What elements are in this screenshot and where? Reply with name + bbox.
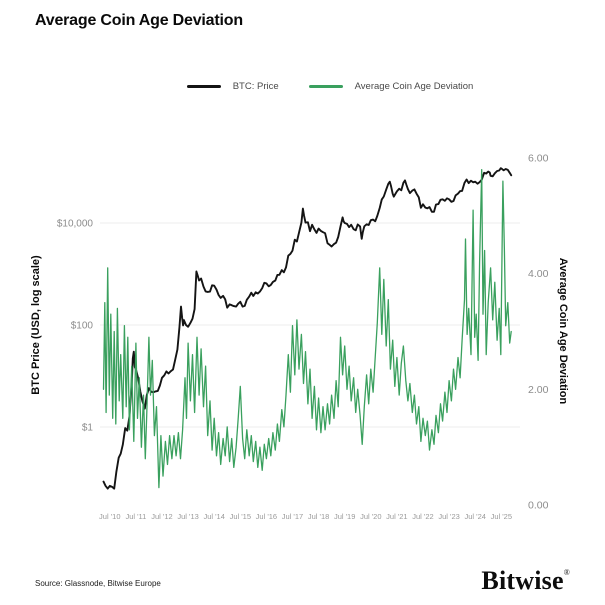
page-title: Average Coin Age Deviation: [35, 12, 243, 29]
x-axis-tick-label: Jul '12: [151, 512, 172, 521]
btc-price-line: [102, 167, 513, 490]
coin-age-deviation-line: [102, 168, 512, 489]
right-axis-tick-label: 0.00: [528, 500, 549, 512]
btc-price-line-swatch: [186, 85, 221, 88]
left-axis-tick-label: $100: [71, 321, 94, 332]
right-axis-title: Average Coin Age Deviation: [557, 257, 569, 405]
source-note: Source: Glassnode, Bitwise Europe: [35, 579, 161, 588]
right-axis-tick-label: 2.00: [528, 384, 549, 396]
x-axis-tick-label: Jul '18: [308, 512, 329, 521]
x-axis-tick-label: Jul '20: [360, 512, 381, 521]
legend-item-btc-price: BTC: Price: [186, 81, 279, 92]
x-axis-tick-label: Jul '24: [464, 512, 485, 521]
x-axis-tick-label: Jul '21: [386, 512, 407, 521]
left-axis-tick-label: $1: [82, 423, 94, 434]
left-axis-title: BTC Price (USD, log scale): [30, 255, 42, 395]
legend-item-coin-age-deviation: Average Coin Age Deviation: [308, 81, 474, 92]
left-axis-tick-label: $10,000: [57, 219, 94, 230]
x-axis-tick-label: Jul '11: [125, 512, 146, 521]
legend-label-btc-price: BTC: Price: [232, 81, 279, 92]
right-axis-tick-label: 4.00: [528, 268, 549, 280]
x-axis-tick-label: Jul '16: [256, 512, 277, 521]
x-axis-tick-label: Jul '17: [282, 512, 303, 521]
x-axis-tick-label: Jul '19: [334, 512, 355, 521]
registered-trademark-mark: ®: [563, 568, 570, 577]
bitwise-logo: Bitwise®: [481, 566, 570, 596]
right-axis-tick-label: 6.00: [528, 153, 549, 165]
bitwise-logo-text: Bitwise: [481, 566, 564, 595]
legend-label-coin-age-deviation: Average Coin Age Deviation: [354, 81, 474, 92]
x-axis-tick-label: Jul '15: [230, 512, 251, 521]
chart-legend: BTC: Price Average Coin Age Deviation: [0, 81, 605, 92]
x-axis-tick-label: Jul '22: [412, 512, 433, 521]
x-axis-tick-label: Jul '25: [491, 512, 512, 521]
x-axis-tick-label: Jul '14: [203, 512, 224, 521]
x-axis-tick-label: Jul '23: [438, 512, 459, 521]
coin-age-deviation-line-swatch: [308, 85, 343, 88]
x-axis-tick-label: Jul '10: [99, 512, 120, 521]
x-axis-tick-label: Jul '13: [177, 512, 198, 521]
